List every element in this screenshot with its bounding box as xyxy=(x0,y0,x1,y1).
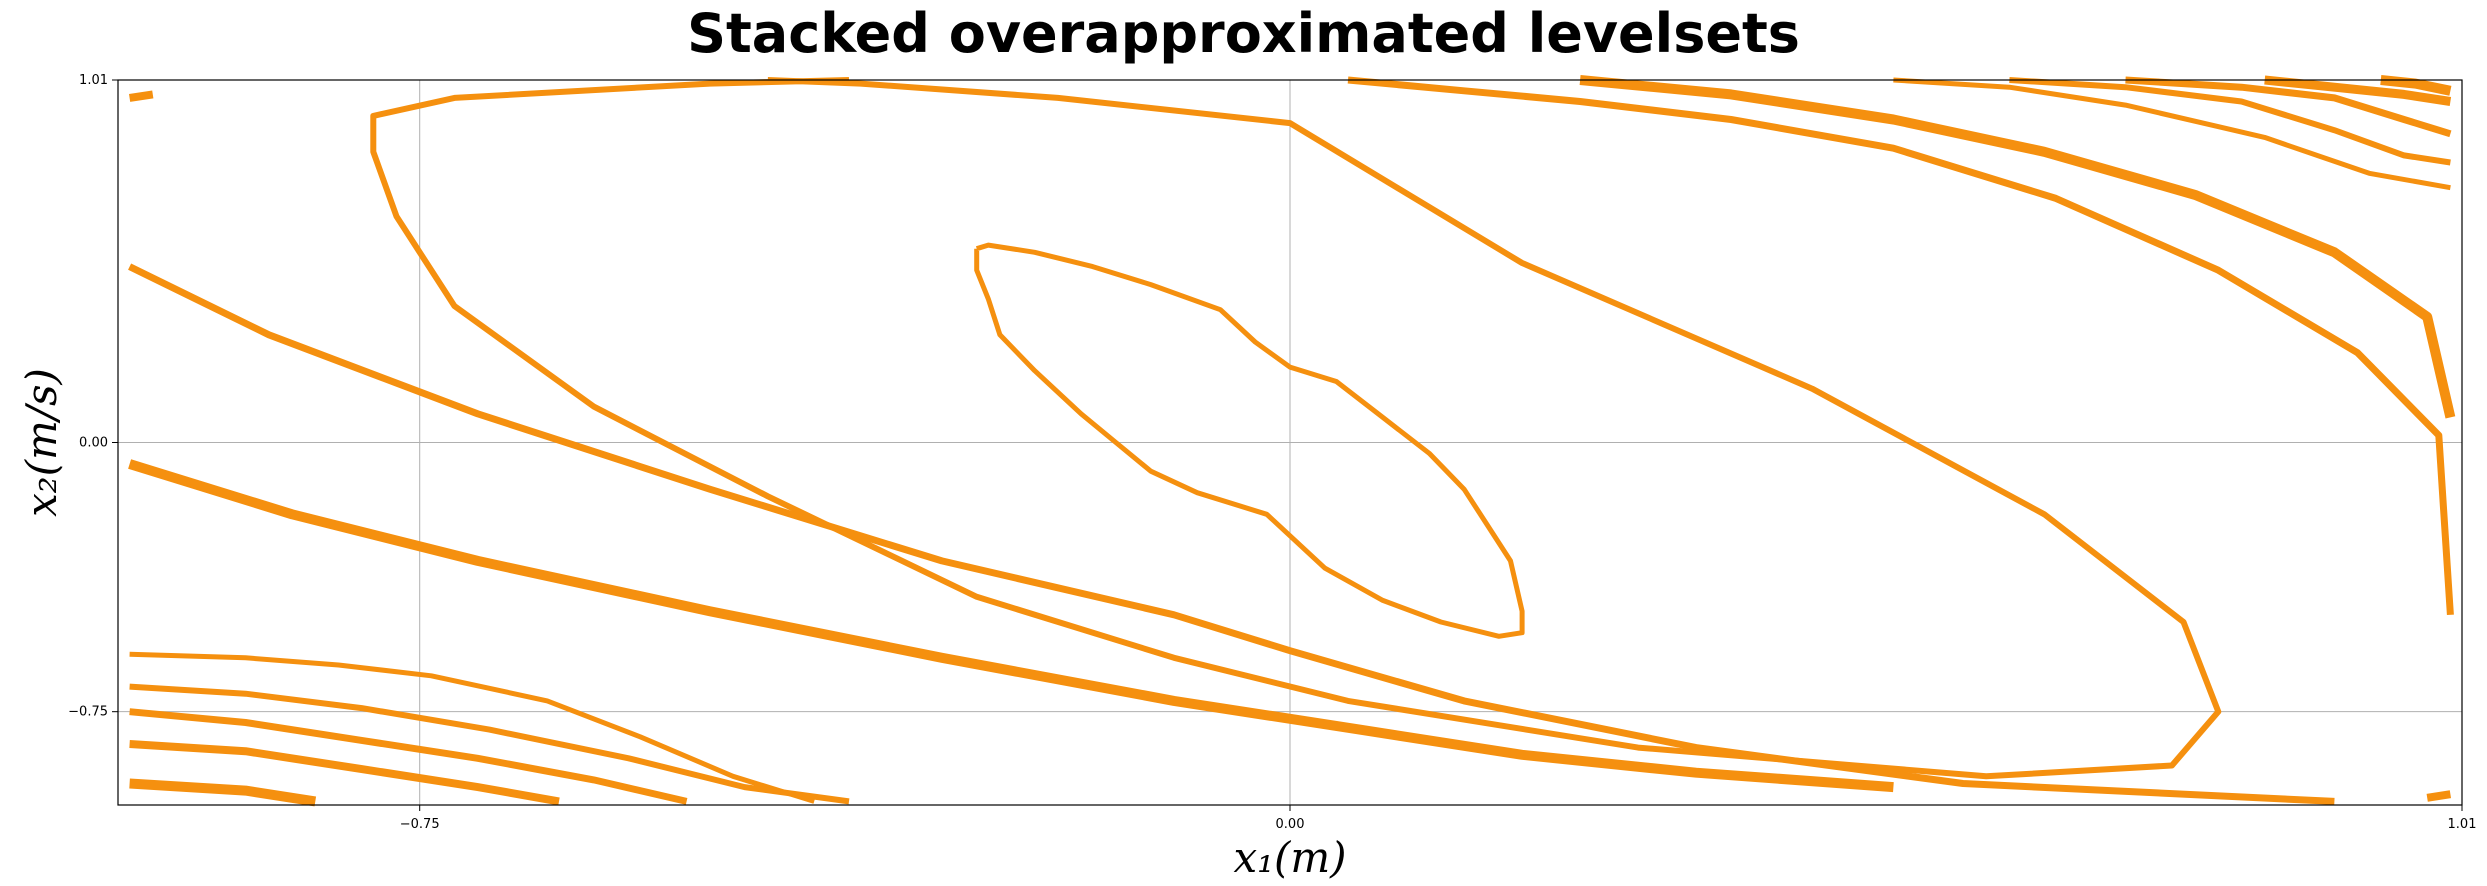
levelset-curves xyxy=(128,75,2456,807)
chart-title: Stacked overapproximated levelsets xyxy=(687,2,1800,65)
levelset-curve xyxy=(2264,75,2452,106)
levelset-curve xyxy=(1347,76,2454,616)
levelset-curve xyxy=(2426,790,2452,802)
levelset-curve xyxy=(1579,75,2456,419)
grid-lines xyxy=(118,80,2462,805)
x-axis-label: x₁(m) xyxy=(1233,833,1346,882)
x-tick-label: −0.75 xyxy=(400,817,440,832)
y-tick-label: 1.01 xyxy=(79,73,108,88)
levelset-curve xyxy=(2380,75,2452,96)
levelset-curve xyxy=(2009,77,2451,166)
levelset-curve xyxy=(129,778,317,807)
y-tick-label: 0.00 xyxy=(79,436,108,451)
levelset-curve xyxy=(129,708,688,805)
levelset-curve xyxy=(129,683,850,805)
levelset-curve xyxy=(129,740,560,806)
axis-ticks: −0.75 0.00 1.01 1.01 0.00 −0.75 xyxy=(68,73,2476,832)
levelset-curve xyxy=(129,90,154,102)
levelset-curve xyxy=(128,263,2335,805)
levelset-curve xyxy=(974,242,1525,639)
x-tick-label: 0.00 xyxy=(1276,817,1305,832)
levelset-curve xyxy=(370,77,2222,780)
levelset-curve xyxy=(129,651,815,804)
y-axis-label: x₂(m/s) xyxy=(17,368,66,517)
x-tick-label: 1.01 xyxy=(2448,817,2477,832)
levelset-curve xyxy=(1893,77,2451,191)
y-tick-label: −0.75 xyxy=(68,705,108,720)
levelset-curve xyxy=(2125,76,2452,138)
levelset-curve xyxy=(128,459,1894,793)
